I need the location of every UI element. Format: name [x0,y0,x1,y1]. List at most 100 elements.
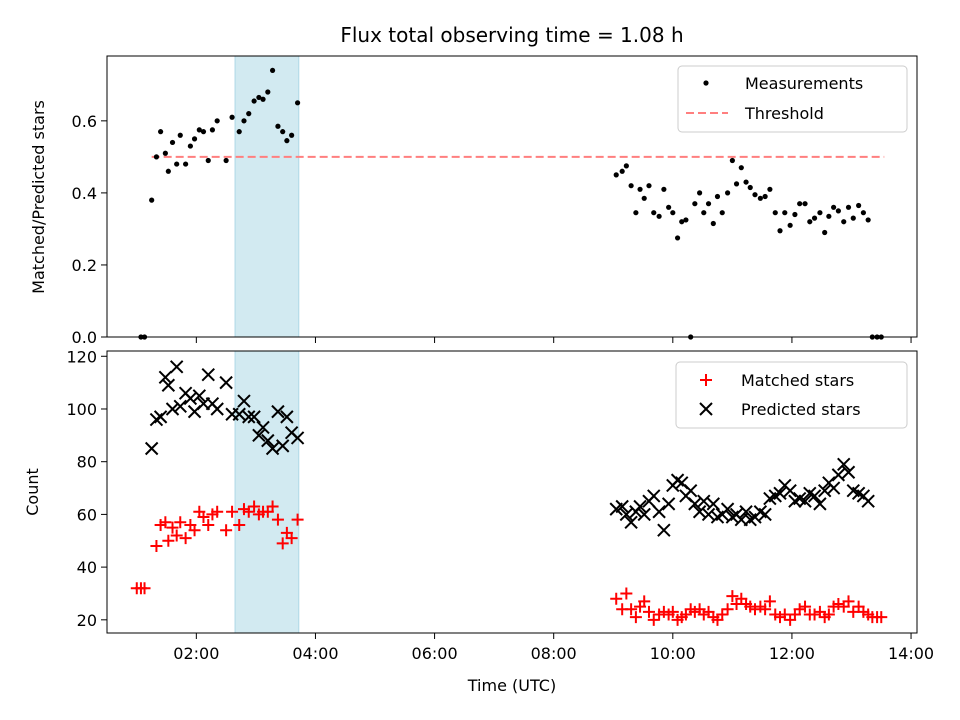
predicted-star-point [813,497,827,511]
chart-title: Flux total observing time = 1.08 h [340,23,683,47]
predicted-star-point [210,402,224,416]
legend-measurements-marker [703,80,709,86]
predicted-star-point [739,505,753,519]
matched-star-point [159,516,172,529]
measurement-point [729,157,735,164]
matched-star-point [233,518,246,531]
measurement-point [162,150,168,156]
count-panel: 02:00 04:00 06:00 08:00 10:00 12:00 14:00 20 40… [23,347,934,695]
matched-star-point [138,582,151,595]
measurement-point [705,201,712,207]
predicted-star-point [758,507,772,522]
measurement-point [841,219,847,225]
measurement-point [807,219,813,225]
measurement-point [174,161,180,167]
matched-star-point [721,603,734,616]
count-x-tick-label: 08:00 [531,644,577,663]
measurement-point [719,210,725,216]
predicted-star-point [637,507,651,522]
matched-star-point [266,500,279,513]
predicted-star-point [247,410,261,424]
predicted-star-point [242,410,256,424]
ratio-legend-box [677,65,908,133]
measurement-point [294,100,301,106]
predicted-star-point [271,404,285,419]
predicted-star-point [661,497,676,511]
predicted-star-point [261,433,275,448]
measurement-point [811,215,818,221]
matched-star-point [220,524,233,537]
measurement-point [275,123,281,129]
predicted-star-point [237,394,251,408]
measurement-point [738,165,744,171]
count-y-tick-label: 80 [77,453,97,472]
measurement-point [822,229,828,236]
measurement-point [187,143,193,149]
measurement-point [183,161,189,167]
matched-star-point [799,600,812,613]
measurement-point [762,193,768,200]
matched-star-point [808,608,821,621]
measurement-point [714,193,721,200]
matched-star-point [763,595,776,608]
measurement-point [191,136,198,142]
measurement-point [850,215,856,221]
matched-star-point [188,524,201,537]
count-y-tick-label: 20 [77,611,97,630]
matched-star-point [875,611,888,624]
measurement-point [782,210,788,216]
measurement-point [200,129,207,135]
matched-star-point [211,505,224,518]
measurement-point [777,228,783,234]
legend-threshold-label: Threshold [744,104,824,123]
predicted-star-point [831,468,846,482]
measurement-point [623,163,629,169]
ratio-legend: Measurements Threshold [677,65,908,133]
predicted-star-point [688,497,702,511]
count-plot-frame [106,350,918,634]
ratio-y-tick-label: 0.4 [72,184,97,203]
measurement-point [835,208,841,214]
predicted-star-point [192,389,207,403]
measurement-point [860,210,866,216]
measurement-point [856,202,862,209]
count-x-tick-label: 12:00 [769,644,815,663]
predicted-star-point [165,402,180,416]
matched-star-point [291,513,304,526]
measurement-point [265,89,271,95]
measurement-point [692,201,698,207]
predicted-star-point [232,407,246,421]
predicted-star-point [683,483,698,498]
matched-star-point [150,540,163,553]
measurement-point [697,190,703,196]
measurement-point [792,211,798,218]
predicted-star-point [798,494,812,508]
measurement-point [826,213,832,219]
count-x-tick-label: 06:00 [412,644,458,663]
measurement-point [613,172,619,178]
predicted-star-point [837,457,851,472]
measurement-point [683,217,689,223]
count-x-tick-label: 04:00 [292,644,338,663]
count-x-axis-label: Time (UTC) [467,676,556,695]
matched-star-point [174,516,187,529]
measurement-point [772,210,778,216]
predicted-star-point [633,499,647,514]
predicted-star-point [290,431,305,445]
legend-matched-marker [700,374,712,386]
ratio-panel: 0.0 0.2 0.4 0.6 Matched/Predicted stars Mea… [29,55,918,347]
measurement-point [241,118,247,124]
legend-measurements-label: Measurements [745,74,863,93]
predicted-star-point [624,515,638,530]
predicted-star-point [619,507,634,522]
measurement-point [619,168,625,174]
matched-star-point [226,505,239,518]
matched-star-point [832,598,845,611]
predicted-star-point [647,489,661,503]
measurement-point [747,184,753,191]
ratio-y-tick-label: 0.6 [72,112,97,131]
measurement-point [845,204,852,210]
predicted-star-point [173,399,187,414]
measurement-point [733,181,740,187]
